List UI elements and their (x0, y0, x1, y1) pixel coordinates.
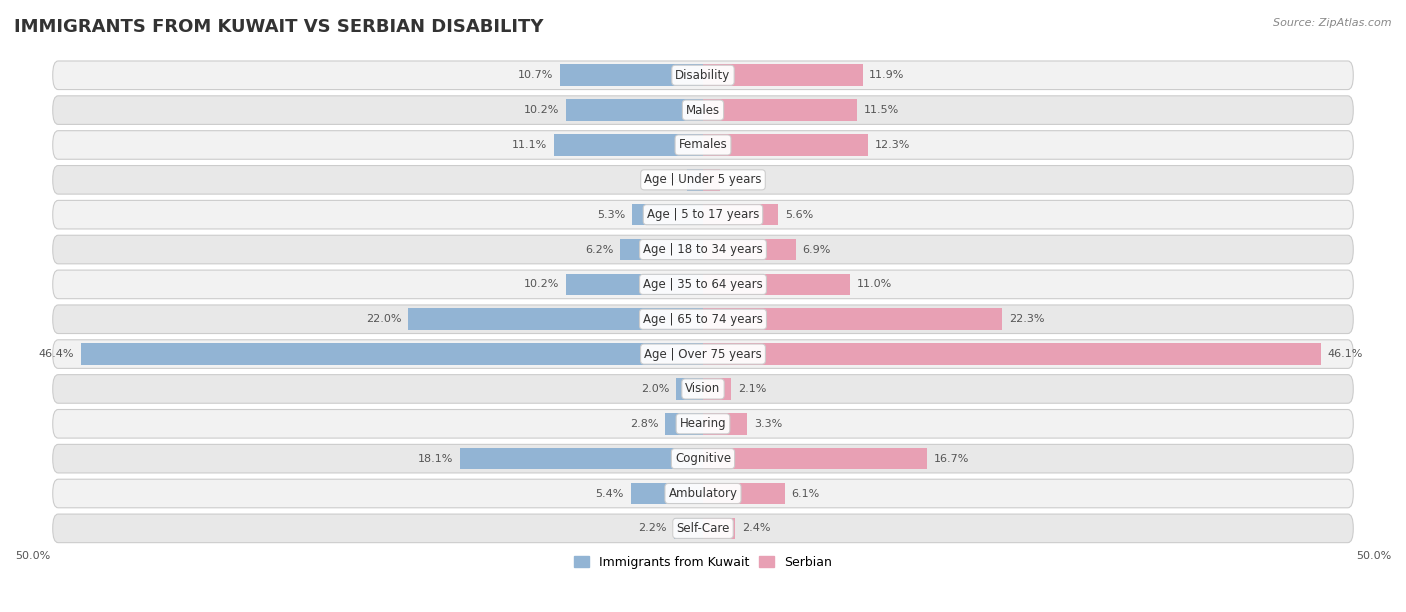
Bar (703, 134, 868, 156)
Text: 11.5%: 11.5% (863, 105, 900, 115)
FancyBboxPatch shape (53, 444, 1353, 473)
Bar (676, 378, 703, 400)
Text: Source: ZipAtlas.com: Source: ZipAtlas.com (1274, 18, 1392, 28)
Text: 12.3%: 12.3% (875, 140, 910, 150)
FancyBboxPatch shape (53, 165, 1353, 194)
FancyBboxPatch shape (53, 235, 1353, 264)
Text: 22.0%: 22.0% (366, 314, 401, 324)
Text: 2.4%: 2.4% (742, 523, 770, 533)
Text: 2.1%: 2.1% (738, 384, 766, 394)
Text: Males: Males (686, 103, 720, 117)
Bar (408, 308, 703, 330)
FancyBboxPatch shape (53, 340, 1353, 368)
Text: Disability: Disability (675, 69, 731, 82)
Bar (631, 204, 703, 225)
FancyBboxPatch shape (53, 479, 1353, 508)
Legend: Immigrants from Kuwait, Serbian: Immigrants from Kuwait, Serbian (569, 551, 837, 573)
FancyBboxPatch shape (53, 375, 1353, 403)
FancyBboxPatch shape (53, 514, 1353, 543)
Bar (560, 64, 703, 86)
Text: 46.1%: 46.1% (1327, 349, 1364, 359)
Text: 6.9%: 6.9% (803, 245, 831, 255)
Text: 2.2%: 2.2% (638, 523, 666, 533)
Text: IMMIGRANTS FROM KUWAIT VS SERBIAN DISABILITY: IMMIGRANTS FROM KUWAIT VS SERBIAN DISABI… (14, 18, 544, 36)
Text: 5.3%: 5.3% (598, 210, 626, 220)
Text: Females: Females (679, 138, 727, 152)
Text: Age | Under 5 years: Age | Under 5 years (644, 173, 762, 186)
Bar (665, 413, 703, 435)
Bar (82, 343, 703, 365)
Text: 11.9%: 11.9% (869, 70, 904, 80)
Text: 16.7%: 16.7% (934, 453, 969, 464)
Bar (567, 274, 703, 295)
FancyBboxPatch shape (53, 131, 1353, 159)
Text: 6.2%: 6.2% (585, 245, 613, 255)
Text: 10.2%: 10.2% (524, 280, 560, 289)
Text: 22.3%: 22.3% (1008, 314, 1045, 324)
FancyBboxPatch shape (53, 270, 1353, 299)
Bar (703, 518, 735, 539)
Bar (703, 64, 862, 86)
FancyBboxPatch shape (53, 96, 1353, 124)
Bar (703, 378, 731, 400)
Text: Age | 18 to 34 years: Age | 18 to 34 years (643, 243, 763, 256)
Text: Cognitive: Cognitive (675, 452, 731, 465)
FancyBboxPatch shape (53, 61, 1353, 89)
Text: 10.7%: 10.7% (517, 70, 553, 80)
Bar (673, 518, 703, 539)
Text: 5.6%: 5.6% (785, 210, 813, 220)
Text: Self-Care: Self-Care (676, 522, 730, 535)
Bar (703, 274, 851, 295)
Text: 1.3%: 1.3% (727, 175, 755, 185)
Bar (620, 239, 703, 260)
Text: 3.3%: 3.3% (754, 419, 782, 429)
Text: 18.1%: 18.1% (418, 453, 454, 464)
FancyBboxPatch shape (53, 409, 1353, 438)
Text: 11.0%: 11.0% (858, 280, 893, 289)
Bar (703, 99, 858, 121)
Text: 10.2%: 10.2% (524, 105, 560, 115)
Text: Ambulatory: Ambulatory (668, 487, 738, 500)
Bar (703, 413, 747, 435)
Text: 5.4%: 5.4% (596, 488, 624, 499)
FancyBboxPatch shape (53, 200, 1353, 229)
Text: 1.2%: 1.2% (652, 175, 681, 185)
Text: Age | Over 75 years: Age | Over 75 years (644, 348, 762, 360)
Text: 11.1%: 11.1% (512, 140, 547, 150)
Text: 2.0%: 2.0% (641, 384, 669, 394)
Text: Age | 35 to 64 years: Age | 35 to 64 years (643, 278, 763, 291)
Bar (567, 99, 703, 121)
Text: 2.8%: 2.8% (630, 419, 659, 429)
Text: Age | 5 to 17 years: Age | 5 to 17 years (647, 208, 759, 221)
FancyBboxPatch shape (53, 305, 1353, 334)
Bar (703, 343, 1322, 365)
Bar (703, 204, 778, 225)
Text: Age | 65 to 74 years: Age | 65 to 74 years (643, 313, 763, 326)
Bar (554, 134, 703, 156)
Text: 46.4%: 46.4% (39, 349, 75, 359)
Text: Hearing: Hearing (679, 417, 727, 430)
Text: Vision: Vision (685, 382, 721, 395)
Bar (460, 448, 703, 469)
Bar (703, 448, 927, 469)
Bar (703, 239, 796, 260)
Bar (688, 169, 703, 190)
Bar (703, 308, 1002, 330)
Bar (631, 483, 703, 504)
Bar (703, 169, 720, 190)
Text: 6.1%: 6.1% (792, 488, 820, 499)
Bar (703, 483, 785, 504)
